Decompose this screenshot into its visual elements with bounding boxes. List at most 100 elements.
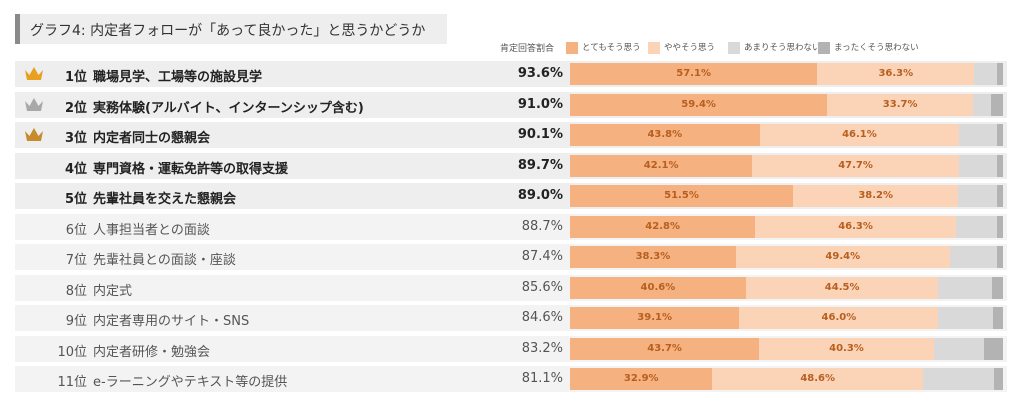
bar-segment-very — [570, 63, 818, 85]
stacked-bar: 43.7% 40.3% — [570, 337, 1003, 360]
legend-swatch — [566, 42, 578, 54]
category-label: 職場見学、工場等の施設見学 — [93, 70, 263, 85]
rank-label: 7位 — [65, 253, 87, 268]
bar-segment-somewhat — [735, 246, 950, 268]
chart-row: 4位 専門資格・運転免許等の取得支援 89.7% 42.1% 47.7% — [15, 152, 1007, 179]
bar-segment-somewhat — [739, 307, 939, 329]
stacked-bar: 40.6% 44.5% — [570, 276, 1003, 299]
legend-swatch — [728, 42, 740, 54]
bar-segment-not-at-all — [996, 63, 1003, 85]
bar-segment-very — [570, 185, 793, 207]
bar-segment-very — [570, 307, 740, 329]
chart-row: 9位 内定者専用のサイト・SNS 84.6% 39.1% 46.0% — [15, 305, 1007, 331]
bar-segment-not-at-all — [996, 154, 1003, 177]
stacked-bar: 38.3% 49.4% — [570, 246, 1003, 268]
bar-segment-somewhat — [759, 124, 960, 146]
positive-rate-header: 肯定回答割合 — [499, 44, 554, 54]
chart-row: 3位 内定者同士の懇親会 90.1% 43.8% 46.1% — [15, 122, 1007, 148]
bar-segment-not-at-all — [983, 337, 1003, 360]
category-label: 専門資格・運転免許等の取得支援 — [93, 161, 289, 177]
bar-data-label: 33.7% — [882, 98, 918, 110]
rank-label: 2位 — [64, 100, 87, 116]
positive-rate-value: 93.6% — [517, 66, 563, 81]
bar-segment-somewhat — [827, 93, 974, 116]
bar-segment-very — [570, 246, 736, 268]
bar-segment-not-at-all — [996, 124, 1003, 146]
bar-segment-not-at-all — [992, 307, 1003, 329]
bar-data-label: 42.1% — [643, 159, 679, 171]
bar-segment-not-much — [974, 63, 997, 85]
stacked-bar: 42.1% 47.7% — [570, 154, 1003, 177]
bar-data-label: 43.8% — [647, 129, 683, 140]
bar-segment-very — [570, 276, 746, 299]
category-label: e-ラーニングやテキスト等の提供 — [93, 375, 288, 390]
bar-segment-somewhat — [752, 154, 959, 177]
stacked-bar: 39.1% 46.0% — [570, 307, 1003, 329]
legend-label: あまりそう思わない — [744, 43, 821, 53]
stacked-bar: 51.5% 38.2% — [570, 185, 1003, 207]
chart-title-bar: グラフ4: 内定者フォローが「あって良かった」と思うかどうか — [15, 14, 447, 44]
bar-segment-very — [570, 154, 753, 177]
stacked-bar: 43.8% 46.1% — [570, 124, 1003, 146]
bar-segment-not-much — [933, 337, 984, 360]
bar-data-label: 44.5% — [824, 281, 860, 293]
bar-data-label: 43.7% — [647, 342, 682, 354]
chart-title: グラフ4: 内定者フォローが「あって良かった」と思うかどうか — [30, 23, 426, 39]
bar-segment-somewhat — [792, 185, 959, 207]
rank-label: 9位 — [65, 314, 87, 329]
bar-data-label: 51.5% — [664, 190, 699, 201]
positive-rate-value: 88.7% — [521, 218, 563, 234]
bar-segment-somewhat — [755, 215, 956, 238]
bar-segment-not-much — [949, 246, 997, 268]
rank-label: 10位 — [57, 344, 87, 360]
bar-data-label: 39.1% — [637, 312, 672, 323]
bar-data-label: 47.7% — [838, 159, 873, 171]
chart-row: 8位 内定式 85.6% 40.6% 44.5% — [15, 274, 1007, 301]
bar-segment-not-at-all — [996, 246, 1003, 268]
bar-segment-not-much — [955, 215, 997, 238]
rank-label: 6位 — [65, 222, 87, 238]
bar-segment-very — [570, 93, 828, 116]
crown-icon — [25, 128, 43, 141]
bar-data-label: 38.3% — [635, 251, 671, 262]
bar-segment-not-at-all — [990, 93, 1003, 116]
bar-segment-not-at-all — [994, 368, 1003, 390]
chart-row: 1位 職場見学、工場等の施設見学 93.6% 57.1% 36.3% — [15, 61, 1007, 87]
bar-data-label: 57.1% — [676, 68, 711, 79]
bar-segment-very — [570, 124, 760, 146]
bar-data-label: 49.4% — [825, 251, 861, 262]
rank-label: 8位 — [65, 283, 87, 299]
bar-data-label: 46.1% — [842, 129, 877, 140]
chart-row: 11位 e-ラーニングやテキスト等の提供 81.1% 32.9% 48.6% — [15, 366, 1007, 392]
stacked-bar: 32.9% 48.6% — [570, 368, 1003, 390]
category-label: 内定式 — [93, 283, 133, 299]
bar-segment-somewhat — [817, 63, 975, 85]
bar-segment-not-at-all — [996, 215, 1003, 238]
legend-swatch — [818, 42, 830, 54]
chart-row: 7位 先輩社員との面談・座談 87.4% 38.3% 49.4% — [15, 244, 1007, 270]
legend-label: まったくそう思わない — [834, 43, 919, 53]
positive-rate-value: 90.1% — [517, 127, 563, 142]
chart-row: 2位 実務体験(アルバイト、インターンシップ含む) 91.0% 59.4% 33.7% — [15, 91, 1007, 118]
bar-segment-somewhat — [745, 276, 939, 299]
stacked-bar: 57.1% 36.3% — [570, 63, 1003, 85]
bar-data-label: 36.3% — [878, 68, 914, 79]
bar-segment-not-much — [959, 124, 997, 146]
stacked-bar: 59.4% 33.7% — [570, 93, 1003, 116]
positive-rate-value: 89.7% — [517, 157, 563, 173]
crown-icon — [25, 67, 43, 80]
category-label: 内定者同士の懇親会 — [93, 131, 211, 146]
category-label: 実務体験(アルバイト、インターンシップ含む) — [93, 100, 364, 116]
category-label: 先輩社員との面談・座談 — [93, 253, 236, 268]
positive-rate-value: 87.4% — [521, 249, 563, 264]
positive-rate-value: 84.6% — [521, 310, 563, 325]
stacked-bar: 42.8% 46.3% — [570, 215, 1003, 238]
rank-label: 1位 — [64, 70, 87, 85]
bar-segment-very — [570, 215, 756, 238]
bar-data-label: 38.2% — [858, 190, 894, 201]
chart-row: 5位 先輩社員を交えた懇親会 89.0% 51.5% 38.2% — [15, 183, 1007, 209]
bar-segment-somewhat — [759, 337, 934, 360]
bar-data-label: 48.6% — [800, 373, 836, 384]
rank-label: 3位 — [64, 131, 87, 146]
positive-rate-value: 83.2% — [521, 340, 563, 356]
